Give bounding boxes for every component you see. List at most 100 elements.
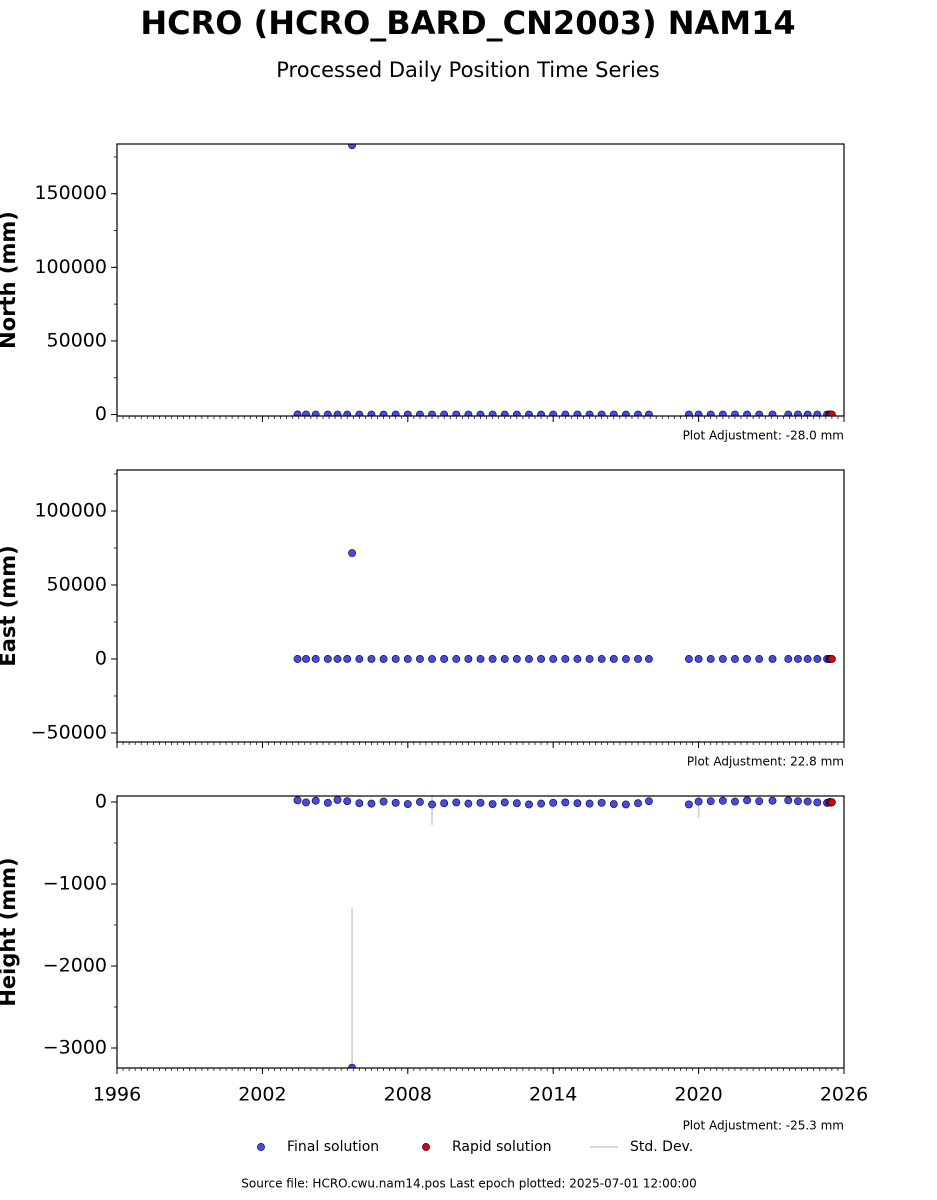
- plot-area: [293, 144, 836, 416]
- data-point: [813, 655, 822, 663]
- data-point: [476, 655, 485, 663]
- axes-frame: [116, 795, 845, 1069]
- data-point: [525, 800, 533, 809]
- legend-label: Std. Dev.: [630, 1139, 693, 1155]
- data-point: [464, 655, 473, 663]
- data-point: [343, 797, 352, 806]
- x-tick-label: 2002: [238, 1084, 286, 1106]
- data-point: [803, 655, 812, 663]
- x-tick-label: 2020: [674, 1084, 722, 1106]
- data-point: [755, 410, 764, 416]
- data-point: [718, 655, 727, 663]
- data-point: [379, 797, 388, 806]
- data-point: [644, 655, 653, 663]
- data-point: [367, 799, 376, 808]
- data-point: [768, 655, 777, 663]
- data-point: [537, 655, 546, 663]
- data-point: [694, 655, 703, 663]
- data-point: [827, 798, 836, 807]
- data-point: [609, 655, 618, 663]
- data-point: [323, 655, 332, 663]
- data-point: [768, 410, 777, 416]
- data-point: [391, 410, 400, 416]
- data-point: [644, 797, 653, 806]
- footnote: Source file: HCRO.cwu.nam14.pos Last epo…: [241, 1177, 696, 1191]
- data-point: [293, 655, 302, 663]
- data-point: [827, 410, 836, 416]
- data-point: [784, 796, 793, 805]
- data-point: [512, 655, 521, 663]
- data-point: [609, 800, 618, 808]
- data-point: [488, 410, 497, 416]
- data-point: [464, 410, 473, 416]
- y-tick-label: 0: [95, 647, 107, 669]
- plot-adjustment: Plot Adjustment: -28.0 mm: [683, 429, 844, 443]
- x-tick-label: 2008: [384, 1084, 432, 1106]
- data-point: [794, 410, 802, 416]
- data-point: [293, 796, 302, 805]
- data-point: [634, 410, 642, 416]
- data-point: [803, 797, 812, 806]
- data-point: [415, 798, 424, 806]
- data-point: [573, 410, 582, 416]
- data-point: [452, 410, 461, 416]
- data-point: [379, 655, 388, 663]
- data-point: [391, 798, 400, 807]
- data-point: [391, 655, 400, 663]
- data-point: [585, 410, 594, 416]
- data-point: [706, 655, 715, 663]
- data-point: [512, 799, 521, 808]
- data-point: [440, 410, 449, 416]
- data-point: [323, 410, 332, 416]
- data-point: [464, 799, 473, 808]
- data-point: [813, 798, 822, 807]
- data-point: [440, 799, 449, 808]
- data-point: [311, 796, 320, 805]
- data-point: [827, 655, 836, 663]
- x-tick-label: 1996: [93, 1084, 141, 1106]
- data-point: [684, 410, 693, 416]
- data-point: [755, 655, 764, 663]
- data-point: [813, 410, 822, 416]
- data-point: [718, 410, 727, 416]
- data-point: [684, 800, 693, 809]
- data-point: [561, 798, 570, 807]
- data-point: [537, 410, 546, 416]
- y-tick-label: 100000: [34, 499, 107, 521]
- data-point: [609, 410, 618, 416]
- data-point: [743, 796, 752, 805]
- data-point: [585, 799, 594, 808]
- data-point: [452, 798, 461, 807]
- plot-area: [293, 549, 836, 663]
- data-point: [403, 800, 412, 808]
- data-point: [768, 796, 777, 805]
- data-point: [403, 410, 412, 416]
- data-point: [597, 410, 606, 416]
- y-tick-label: −1000: [43, 872, 107, 894]
- data-point: [684, 655, 693, 663]
- data-point: [694, 797, 703, 806]
- data-point: [525, 655, 533, 663]
- data-point: [706, 410, 715, 416]
- data-point: [348, 144, 357, 150]
- data-point: [343, 655, 352, 663]
- data-point: [333, 410, 342, 416]
- y-tick-label: 100000: [34, 256, 107, 278]
- data-point: [597, 655, 606, 663]
- data-point: [525, 410, 533, 416]
- data-point: [500, 798, 509, 807]
- data-point: [355, 799, 364, 808]
- data-point: [731, 655, 739, 663]
- y-axis-label: Height (mm): [0, 857, 20, 1006]
- data-point: [549, 655, 558, 663]
- data-point: [644, 410, 653, 416]
- plot-adjustment: Plot Adjustment: 22.8 mm: [687, 755, 844, 769]
- data-point: [452, 655, 461, 663]
- y-axis-label: North (mm): [0, 211, 20, 349]
- data-point: [348, 549, 357, 557]
- y-tick-label: 0: [95, 403, 107, 425]
- data-point: [355, 655, 364, 663]
- data-point: [500, 655, 509, 663]
- data-point: [333, 796, 342, 804]
